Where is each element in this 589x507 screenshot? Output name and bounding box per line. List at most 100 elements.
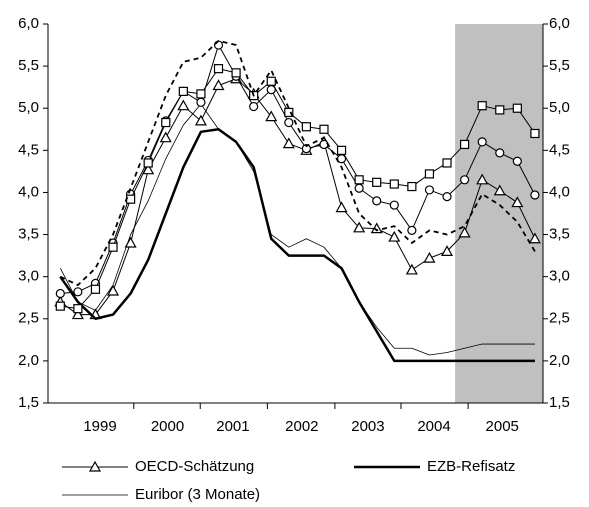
- marker-triangle: [107, 284, 120, 296]
- marker-circle: [73, 287, 83, 297]
- y2-tick-label: 1,5: [549, 394, 570, 411]
- marker-square: [477, 101, 487, 111]
- marker-circle: [530, 190, 540, 200]
- legend-label: EZB-Refisatz: [427, 458, 515, 475]
- marker-circle: [407, 225, 417, 235]
- marker-square: [213, 64, 224, 74]
- y2-tick-label: 5,0: [549, 99, 570, 116]
- marker-square: [231, 68, 241, 78]
- marker-triangle: [282, 137, 295, 149]
- marker-square: [284, 107, 294, 118]
- marker-circle: [319, 139, 329, 150]
- y-tick-label: 2,0: [18, 352, 39, 369]
- marker-triangle: [88, 460, 102, 472]
- y2-tick-label: 4,0: [549, 183, 570, 200]
- marker-circle: [442, 192, 452, 202]
- marker-triangle: [405, 263, 418, 275]
- y-tick-label: 3,5: [18, 226, 39, 243]
- marker-circle: [512, 156, 522, 166]
- series-line: [60, 44, 536, 295]
- marker-square: [108, 242, 118, 252]
- marker-square: [372, 177, 382, 187]
- marker-circle: [424, 185, 435, 195]
- marker-square: [407, 181, 417, 192]
- marker-circle: [284, 117, 294, 128]
- shaded-region: [455, 24, 543, 403]
- marker-circle: [213, 40, 224, 50]
- y-tick-label: 2,5: [18, 310, 39, 327]
- marker-square: [73, 304, 83, 314]
- marker-square: [196, 89, 206, 99]
- marker-triangle: [265, 110, 278, 122]
- marker-triangle: [476, 173, 489, 185]
- y2-tick-label: 2,0: [549, 352, 570, 369]
- marker-triangle: [511, 196, 524, 208]
- series-line: [60, 78, 536, 316]
- marker-square: [424, 169, 435, 179]
- marker-triangle: [388, 230, 401, 242]
- marker-circle: [372, 196, 382, 206]
- y2-tick-label: 6,0: [549, 15, 570, 32]
- marker-square: [319, 124, 329, 134]
- legend-label: OECD-Schätzung: [135, 458, 254, 475]
- marker-square: [336, 145, 347, 155]
- marker-square: [442, 158, 452, 168]
- y-tick-label: 6,0: [18, 15, 39, 32]
- marker-triangle: [335, 201, 348, 213]
- marker-triangle: [194, 114, 207, 126]
- marker-circle: [495, 148, 505, 158]
- y2-tick-label: 3,0: [549, 268, 570, 285]
- series-line: [59, 103, 535, 356]
- marker-triangle: [528, 232, 541, 244]
- y-tick-label: 1,5: [18, 394, 39, 411]
- y-tick-label: 5,5: [18, 57, 39, 74]
- marker-square: [178, 86, 188, 96]
- marker-square: [143, 158, 153, 168]
- marker-triangle: [71, 308, 84, 320]
- marker-circle: [249, 101, 259, 112]
- marker-square: [161, 117, 171, 128]
- x-tick-label: 2000: [151, 418, 184, 435]
- marker-circle: [354, 183, 364, 193]
- y-tick-label: 4,5: [18, 141, 39, 158]
- marker-triangle: [159, 131, 172, 143]
- x-tick-label: 2005: [486, 418, 519, 435]
- marker-triangle: [493, 184, 506, 196]
- y2-tick-label: 3,5: [549, 226, 570, 243]
- legend-label: Euribor (3 Monate): [135, 486, 260, 503]
- marker-circle: [477, 137, 487, 147]
- marker-square: [90, 284, 101, 294]
- marker-square: [266, 76, 276, 86]
- marker-circle: [460, 175, 470, 185]
- y2-tick-label: 4,5: [549, 141, 570, 158]
- marker-triangle: [177, 99, 190, 111]
- y2-tick-label: 5,5: [549, 57, 570, 74]
- marker-triangle: [212, 79, 225, 91]
- marker-square: [55, 301, 65, 311]
- marker-triangle: [353, 221, 366, 233]
- series-line: [59, 39, 536, 286]
- marker-circle: [55, 288, 65, 299]
- marker-square: [460, 139, 470, 150]
- marker-triangle: [458, 226, 471, 238]
- y-tick-label: 3,0: [18, 268, 39, 285]
- marker-square: [512, 103, 522, 113]
- marker-circle: [389, 200, 399, 210]
- marker-circle: [196, 97, 206, 107]
- marker-square: [354, 175, 364, 185]
- marker-square: [495, 105, 505, 115]
- x-tick-label: 1999: [83, 418, 116, 435]
- marker-square: [389, 179, 399, 189]
- y2-tick-label: 2,5: [549, 310, 570, 327]
- series-line: [59, 128, 535, 363]
- y-tick-label: 5,0: [18, 99, 39, 116]
- marker-triangle: [423, 251, 436, 263]
- marker-square: [126, 194, 136, 204]
- series-line: [60, 68, 536, 310]
- marker-square: [530, 128, 540, 139]
- x-tick-label: 2001: [216, 418, 249, 435]
- marker-triangle: [441, 245, 454, 256]
- x-tick-label: 2002: [285, 418, 318, 435]
- x-tick-label: 2003: [351, 418, 384, 435]
- marker-square: [301, 122, 311, 132]
